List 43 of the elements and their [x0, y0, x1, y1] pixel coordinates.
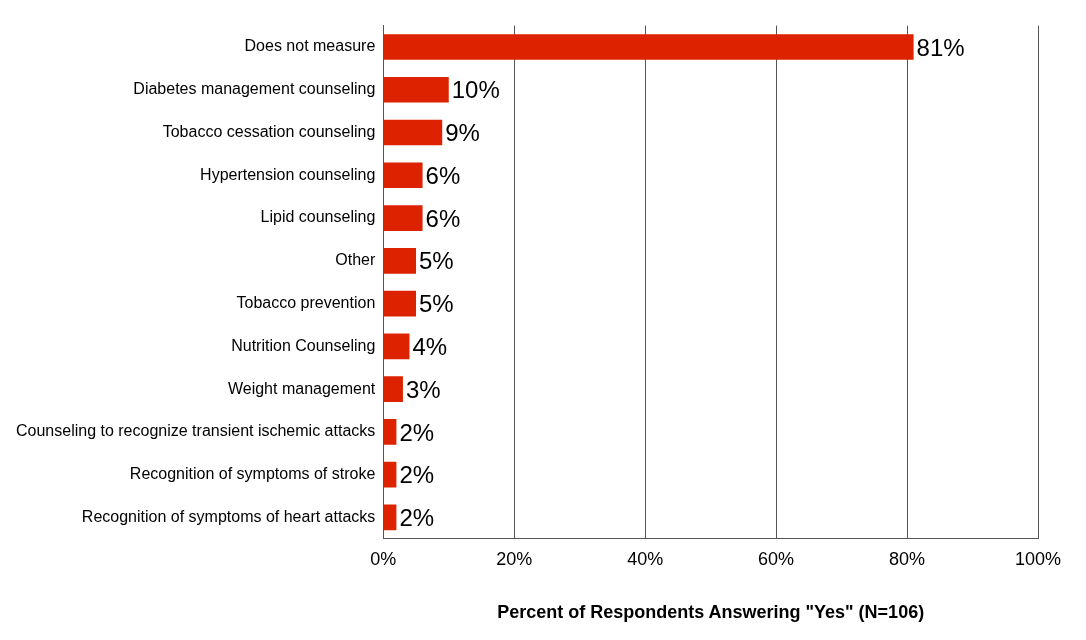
- data-label: 2%: [399, 504, 435, 532]
- y-tick-label: Does not measure: [244, 37, 376, 55]
- bar: [383, 162, 423, 189]
- x-axis-title: Percent of Respondents Answering "Yes" (N=106): [497, 602, 925, 623]
- data-label: 6%: [425, 204, 461, 232]
- y-tick-label: Recognition of symptoms of stroke: [129, 465, 376, 483]
- bar: [383, 205, 423, 231]
- bar: [383, 290, 417, 317]
- data-label: 10%: [451, 76, 500, 104]
- x-tick-label: 100%: [1014, 548, 1062, 569]
- y-tick-label: Hypertension counseling: [200, 165, 376, 183]
- bar: [383, 419, 397, 445]
- y-tick-label: Counseling to recognize transient ischemic attacks: [15, 422, 376, 440]
- data-label: 6%: [425, 161, 461, 189]
- y-tick-label: Tobacco prevention: [236, 293, 376, 311]
- y-tick-label: Recognition of symptoms of heart attacks: [81, 507, 376, 525]
- x-tick-label: 60%: [758, 548, 795, 569]
- y-tick-label: Other: [335, 251, 376, 269]
- data-label: 5%: [419, 247, 454, 275]
- y-tick-label: Lipid counseling: [260, 208, 376, 226]
- data-label: 2%: [399, 461, 435, 489]
- data-label: 3%: [405, 375, 441, 403]
- bar: [383, 333, 410, 360]
- y-tick-label: Tobacco cessation counseling: [162, 122, 376, 140]
- data-label: 4%: [412, 332, 448, 360]
- y-tick-label: Nutrition Counseling: [231, 336, 376, 354]
- data-label: 5%: [419, 290, 454, 318]
- x-tick-label: 0%: [370, 548, 397, 569]
- data-label: 9%: [445, 119, 480, 147]
- y-tick-label: Weight management: [227, 379, 376, 397]
- bar: [383, 76, 449, 103]
- bar: [383, 34, 914, 60]
- x-tick-label: 80%: [889, 548, 926, 569]
- y-tick-label: Diabetes management counseling: [133, 80, 376, 98]
- data-label: 2%: [399, 418, 435, 446]
- data-label: 81%: [916, 33, 965, 61]
- x-tick-label: 20%: [496, 548, 533, 569]
- bar: [383, 119, 443, 146]
- bar: [383, 247, 417, 274]
- x-tick-label: 40%: [627, 548, 664, 569]
- bar: [383, 461, 397, 488]
- bar: [383, 504, 397, 531]
- bar: [383, 376, 403, 402]
